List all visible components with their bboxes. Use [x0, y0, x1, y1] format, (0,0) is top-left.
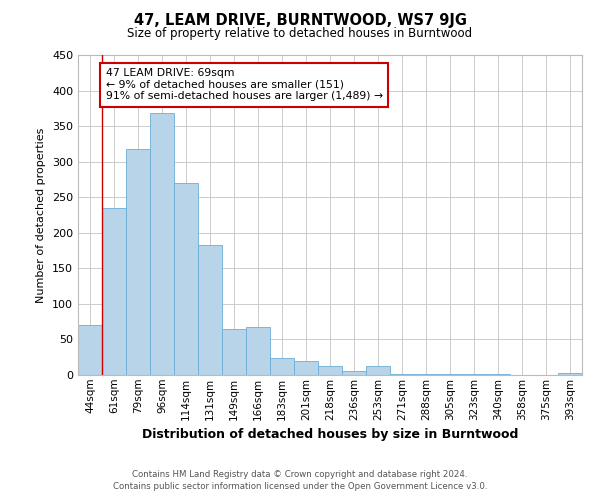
Bar [414, 374, 438, 375]
Bar [270, 358, 294, 375]
Bar [342, 372, 366, 375]
Bar [246, 326, 270, 375]
Bar [462, 374, 486, 375]
Bar [366, 366, 390, 375]
Text: Contains HM Land Registry data © Crown copyright and database right 2024.
Contai: Contains HM Land Registry data © Crown c… [113, 470, 487, 491]
Text: 47 LEAM DRIVE: 69sqm
← 9% of detached houses are smaller (151)
91% of semi-detac: 47 LEAM DRIVE: 69sqm ← 9% of detached ho… [106, 68, 383, 102]
Bar [174, 183, 198, 375]
Bar [438, 374, 462, 375]
Bar [222, 329, 246, 375]
Bar [558, 373, 582, 375]
Bar [318, 366, 342, 375]
Bar [126, 149, 150, 375]
Text: 47, LEAM DRIVE, BURNTWOOD, WS7 9JG: 47, LEAM DRIVE, BURNTWOOD, WS7 9JG [133, 12, 467, 28]
Text: Size of property relative to detached houses in Burntwood: Size of property relative to detached ho… [127, 28, 473, 40]
Bar [198, 245, 222, 375]
Bar [102, 208, 126, 375]
Bar [78, 325, 102, 375]
Bar [390, 374, 414, 375]
X-axis label: Distribution of detached houses by size in Burntwood: Distribution of detached houses by size … [142, 428, 518, 441]
Bar [486, 374, 510, 375]
Bar [294, 361, 318, 375]
Bar [150, 114, 174, 375]
Y-axis label: Number of detached properties: Number of detached properties [37, 128, 46, 302]
